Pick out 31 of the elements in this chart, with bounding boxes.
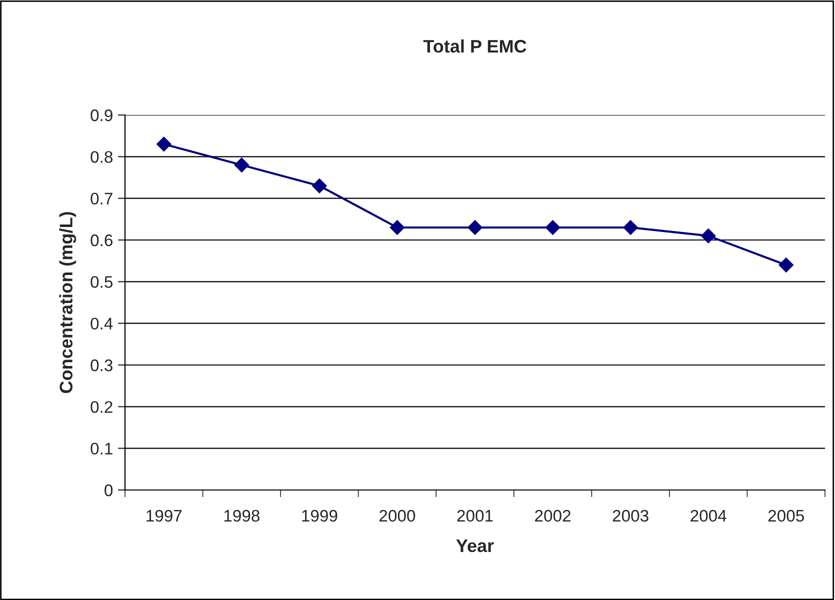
y-tick-label: 0.5 — [90, 276, 112, 288]
y-tick-label: 0.1 — [90, 442, 112, 455]
y-tick-label: 0.7 — [90, 192, 112, 205]
x-tick-label: 1999 — [302, 510, 338, 522]
chart-title: Total P EMC — [423, 39, 526, 53]
x-tick-label: 2000 — [380, 510, 416, 522]
point — [234, 158, 250, 172]
point — [700, 228, 716, 244]
x-tick-label: 2003 — [612, 510, 648, 522]
point — [156, 136, 172, 152]
y-tick-label: 0.3 — [90, 359, 112, 372]
x-tick-label: 2002 — [535, 510, 570, 522]
point — [545, 220, 560, 235]
y-tick-label: 0.4 — [90, 318, 113, 330]
y-axis-title: Concentration (mg/L) — [59, 212, 76, 394]
x-tick-label: 2005 — [768, 510, 804, 522]
point — [312, 178, 327, 194]
x-tick-label: 2004 — [690, 510, 726, 522]
x-tick-label: 1997 — [146, 510, 182, 522]
point — [390, 220, 405, 235]
y-tick-label: 0 — [104, 484, 113, 496]
y-tick-label: 0.2 — [90, 401, 112, 413]
y-tick-label: 0.6 — [90, 234, 112, 246]
point — [623, 220, 638, 235]
x-tick-label: 2001 — [457, 510, 493, 522]
x-axis-title: Year — [456, 540, 494, 552]
point — [468, 220, 482, 235]
x-tick-label: 1998 — [224, 510, 260, 522]
y-tick-label: 0.9 — [90, 109, 112, 122]
point — [778, 258, 794, 272]
y-tick-label: 0.8 — [90, 151, 112, 163]
